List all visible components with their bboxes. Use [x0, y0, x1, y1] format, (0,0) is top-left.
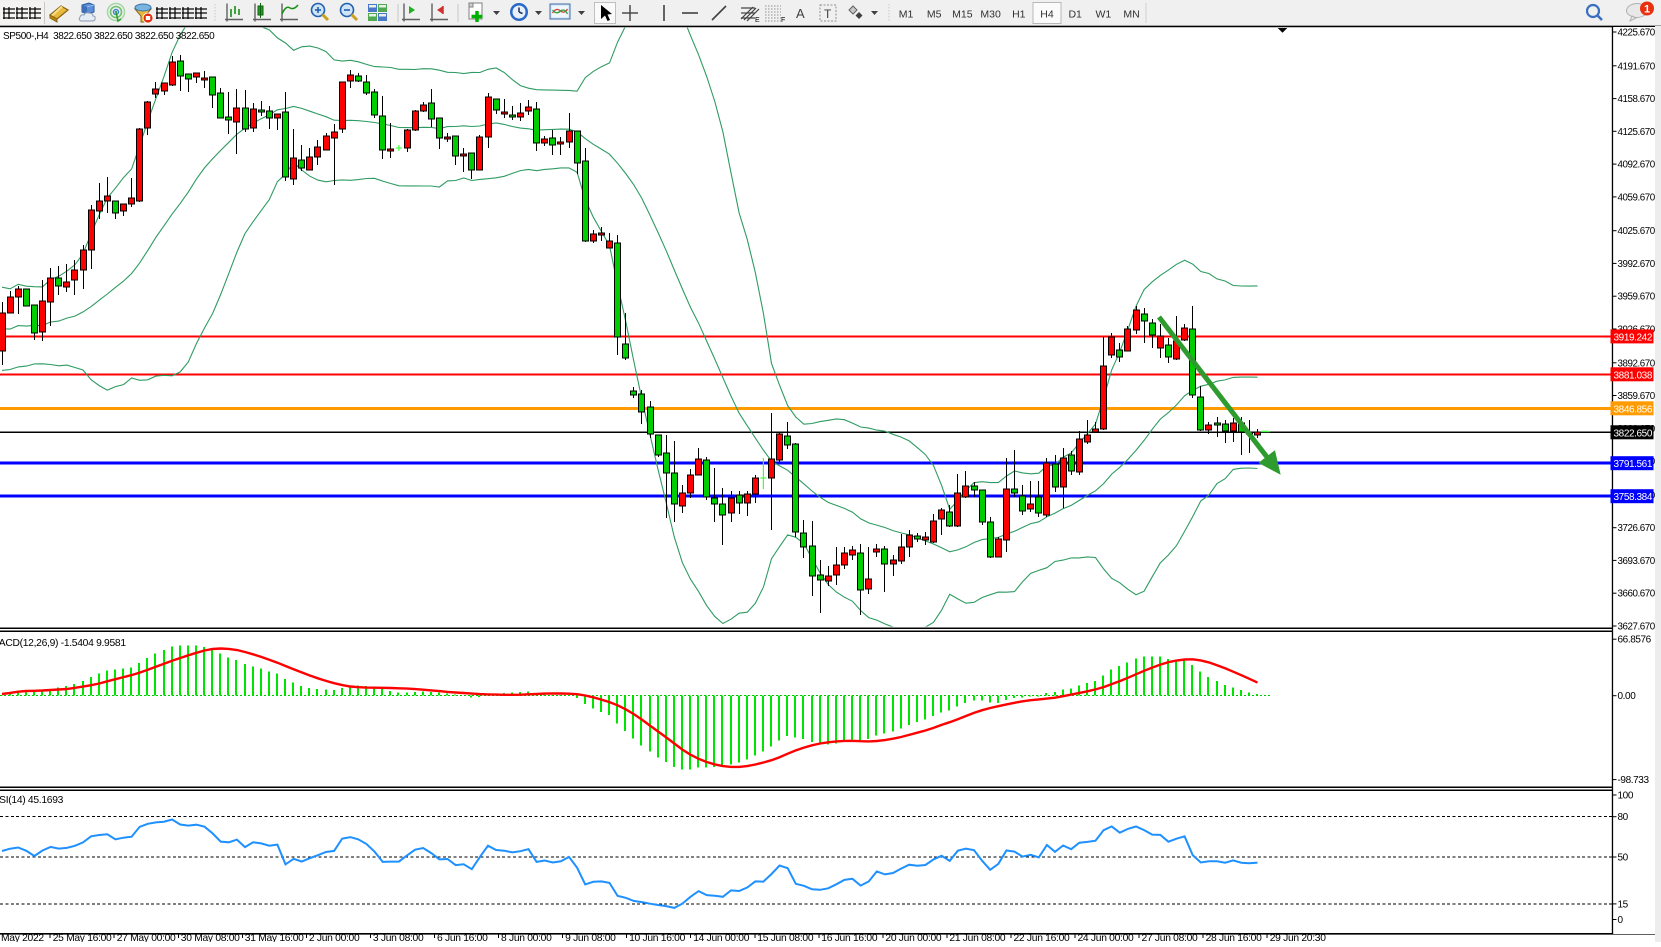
svg-text:3627.670: 3627.670 — [1618, 622, 1656, 633]
svg-text:3892.670: 3892.670 — [1618, 358, 1656, 369]
svg-text:M30: M30 — [980, 9, 1001, 21]
svg-text:28 Jun 16:00: 28 Jun 16:00 — [1206, 933, 1263, 942]
svg-text:3992.670: 3992.670 — [1618, 259, 1656, 270]
svg-text:3881.038: 3881.038 — [1614, 370, 1653, 381]
svg-text:4059.670: 4059.670 — [1618, 192, 1656, 203]
svg-text:RSI(14) 45.1693: RSI(14) 45.1693 — [0, 795, 64, 806]
svg-text:M5: M5 — [927, 9, 942, 21]
svg-text:3693.670: 3693.670 — [1618, 556, 1656, 567]
svg-text:4092.670: 4092.670 — [1618, 160, 1656, 171]
svg-text:4125.670: 4125.670 — [1618, 127, 1656, 138]
svg-text:3822.650: 3822.650 — [1614, 428, 1653, 439]
svg-text:15 Jun 08:00: 15 Jun 08:00 — [757, 933, 814, 942]
svg-text:May 2022: May 2022 — [1, 933, 44, 942]
svg-text:27 May 00:00: 27 May 00:00 — [117, 933, 176, 942]
svg-text:T: T — [824, 7, 832, 21]
svg-text:25 May 16:00: 25 May 16:00 — [53, 933, 112, 942]
svg-text:50: 50 — [1618, 853, 1629, 864]
svg-text:3660.670: 3660.670 — [1618, 589, 1656, 600]
svg-text:24 Jun 00:00: 24 Jun 00:00 — [1078, 933, 1135, 942]
svg-text:A: A — [796, 6, 805, 21]
svg-text:1: 1 — [1644, 4, 1650, 16]
svg-text:4025.670: 4025.670 — [1618, 226, 1656, 237]
svg-text:3919.242: 3919.242 — [1614, 332, 1653, 343]
svg-text:4158.670: 4158.670 — [1618, 94, 1656, 105]
svg-text:15: 15 — [1618, 899, 1629, 910]
svg-text:31 May 16:00: 31 May 16:00 — [245, 933, 304, 942]
svg-text:3758.384: 3758.384 — [1614, 492, 1653, 503]
svg-text:D1: D1 — [1068, 9, 1082, 21]
svg-text:8 Jun 00:00: 8 Jun 00:00 — [501, 933, 552, 942]
svg-text:4225.670: 4225.670 — [1618, 28, 1656, 39]
svg-text:M15: M15 — [952, 9, 973, 21]
svg-text:6 Jun 16:00: 6 Jun 16:00 — [437, 933, 488, 942]
svg-text:M1: M1 — [899, 9, 914, 21]
svg-text:22 Jun 16:00: 22 Jun 16:00 — [1014, 933, 1071, 942]
svg-text:4191.670: 4191.670 — [1618, 61, 1656, 72]
svg-text:3726.670: 3726.670 — [1618, 523, 1656, 534]
svg-text:21 Jun 08:00: 21 Jun 08:00 — [949, 933, 1006, 942]
svg-text:F: F — [781, 17, 785, 24]
svg-text:20 Jun 00:00: 20 Jun 00:00 — [885, 933, 942, 942]
svg-text:16 Jun 16:00: 16 Jun 16:00 — [821, 933, 878, 942]
svg-text:27 Jun 08:00: 27 Jun 08:00 — [1142, 933, 1199, 942]
svg-text:66.8576: 66.8576 — [1618, 635, 1652, 646]
svg-text:30 May 08:00: 30 May 08:00 — [181, 933, 240, 942]
svg-text:MN: MN — [1123, 9, 1139, 21]
svg-text:29 Jun 20:30: 29 Jun 20:30 — [1270, 933, 1327, 942]
svg-text:3959.670: 3959.670 — [1618, 292, 1656, 303]
svg-text:E: E — [755, 17, 760, 24]
svg-text:14 Jun 00:00: 14 Jun 00:00 — [693, 933, 750, 942]
svg-text:80: 80 — [1618, 812, 1629, 823]
svg-text:100: 100 — [1618, 791, 1634, 802]
svg-text:3791.561: 3791.561 — [1614, 459, 1653, 470]
svg-text:W1: W1 — [1096, 9, 1112, 21]
svg-text:3 Jun 08:00: 3 Jun 08:00 — [373, 933, 424, 942]
svg-text:H1: H1 — [1012, 9, 1026, 21]
svg-text:SP500-,H4 3822.650 3822.650 3: SP500-,H4 3822.650 3822.650 3822.650 382… — [3, 31, 215, 42]
svg-text:0.00: 0.00 — [1618, 691, 1637, 702]
svg-text:-98.733: -98.733 — [1618, 775, 1650, 786]
svg-text:0: 0 — [1618, 915, 1624, 926]
svg-text:10 Jun 16:00: 10 Jun 16:00 — [629, 933, 686, 942]
svg-text:MACD(12,26,9) -1.5404 9.9581: MACD(12,26,9) -1.5404 9.9581 — [0, 638, 126, 649]
svg-text:9 Jun 08:00: 9 Jun 08:00 — [565, 933, 616, 942]
svg-text:3859.670: 3859.670 — [1618, 391, 1656, 402]
svg-text:3846.856: 3846.856 — [1614, 404, 1653, 415]
svg-text:2 Jun 00:00: 2 Jun 00:00 — [309, 933, 360, 942]
svg-text:H4: H4 — [1040, 9, 1054, 21]
